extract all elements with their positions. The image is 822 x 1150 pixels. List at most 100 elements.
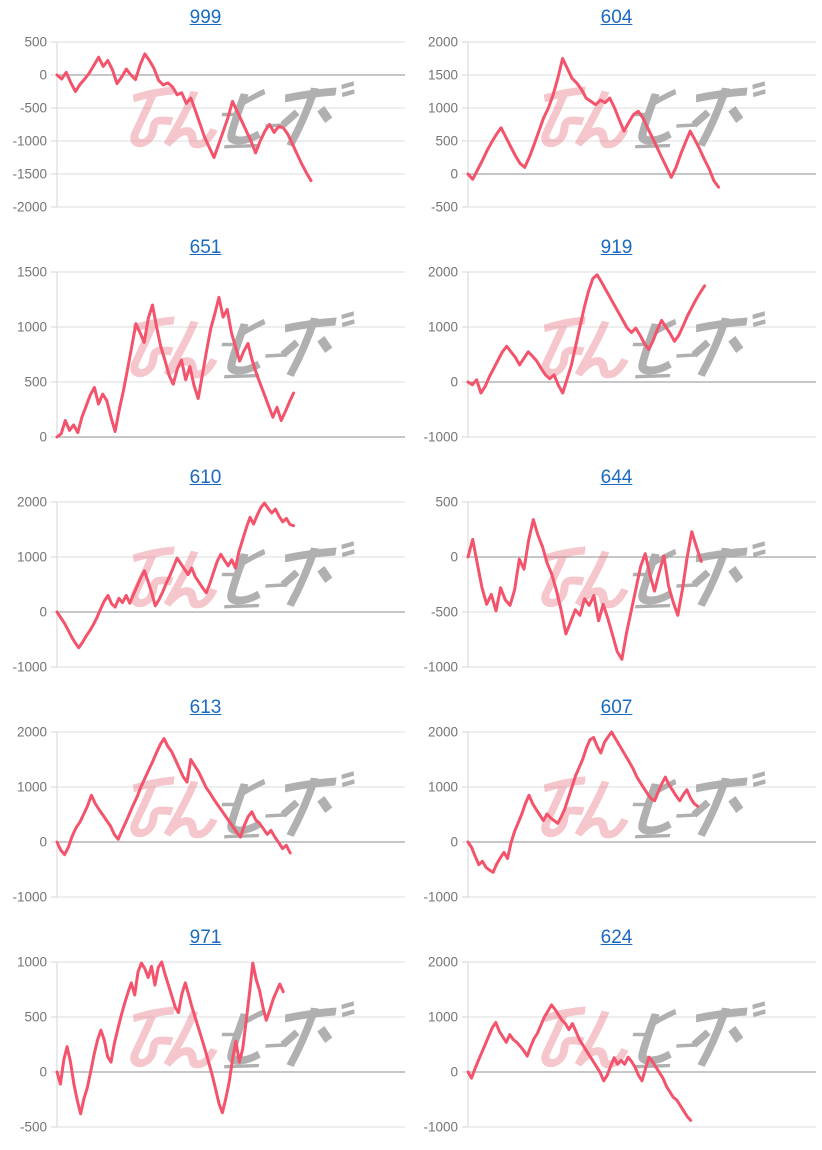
watermark-gray-text: [221, 771, 355, 839]
chart-plot-999: 500 0 -500 -1000 -1500 -2000: [12, 35, 405, 215]
data-line: [466, 273, 707, 395]
min-repo-logo-watermark: [541, 771, 766, 839]
y-tick-label: -1000: [423, 890, 458, 905]
chart-panel: 2000 1000 0 -1000 613: [0, 690, 411, 920]
y-tick-label: -1000: [12, 134, 47, 149]
y-tick-label: 0: [39, 1065, 47, 1080]
watermark-pink-text: [541, 776, 629, 839]
y-tick-label: 1000: [17, 550, 47, 565]
data-line: [55, 295, 296, 439]
y-tick-label: 2000: [428, 725, 458, 740]
min-repo-logo-watermark: [541, 81, 766, 149]
y-tick-label: 0: [450, 167, 458, 182]
min-repo-logo-watermark: [130, 541, 355, 609]
data-line: [466, 730, 700, 874]
chart-plot-607: 2000 1000 0 -1000: [423, 725, 816, 905]
y-tick-label: -1000: [423, 1120, 458, 1135]
y-tick-label: 1500: [428, 68, 458, 83]
chart-title-link-624[interactable]: 624: [600, 927, 633, 948]
data-line: [466, 518, 703, 661]
y-tick-label: 0: [450, 375, 458, 390]
y-axis-labels: 2000 1000 0 -1000: [12, 495, 47, 675]
chart-plot-613: 2000 1000 0 -1000: [12, 725, 405, 905]
gridlines: [462, 271, 816, 438]
chart-title-link-613[interactable]: 613: [189, 697, 222, 718]
gridlines: [51, 501, 405, 668]
data-line: [55, 52, 313, 183]
y-tick-label: -1000: [423, 660, 458, 675]
watermark-gray-text: [632, 81, 766, 149]
y-tick-label: 1000: [17, 955, 47, 970]
y-tick-label: 2000: [428, 265, 458, 280]
chart-plot-971: 1000 500 0 -500: [17, 955, 405, 1135]
chart-title-link-610[interactable]: 610: [189, 467, 222, 488]
gridlines: [51, 271, 405, 438]
chart-plot-919: 2000 1000 0 -1000: [423, 265, 816, 445]
y-axis-labels: 500 0 -500 -1000 -1500 -2000: [12, 35, 47, 215]
chart-title-link-607[interactable]: 607: [600, 697, 633, 718]
y-tick-label: -1000: [12, 660, 47, 675]
chart-panel: 2000 1000 0 -1000 607: [411, 690, 822, 920]
watermark-gray-text: [632, 541, 766, 609]
y-axis-labels: 500 0 -500 -1000: [423, 495, 458, 675]
y-tick-label: -500: [20, 101, 47, 116]
min-repo-logo-watermark: [130, 311, 355, 379]
y-tick-label: 0: [450, 550, 458, 565]
chart-title-link-999[interactable]: 999: [189, 7, 222, 28]
chart-plot-610: 2000 1000 0 -1000: [12, 495, 405, 675]
y-axis-labels: 2000 1000 0 -1000: [423, 955, 458, 1135]
y-tick-label: 1000: [17, 320, 47, 335]
chart-title-link-604[interactable]: 604: [600, 7, 633, 28]
y-tick-label: -1000: [12, 890, 47, 905]
y-tick-label: 500: [24, 1010, 47, 1025]
chart-panel: 500 0 -500 -1000 -1500 -2000 999: [0, 0, 411, 230]
chart-title: 644: [411, 467, 822, 490]
y-tick-label: -1500: [12, 167, 47, 182]
y-axis-labels: 2000 1000 0 -1000: [423, 725, 458, 905]
watermark-pink-text: [130, 1006, 218, 1069]
chart-title-link-644[interactable]: 644: [600, 467, 633, 488]
chart-panel: 1500 1000 500 0 651: [0, 230, 411, 460]
chart-title: 624: [411, 927, 822, 950]
chart-title: 613: [0, 697, 411, 720]
y-tick-label: 0: [39, 605, 47, 620]
watermark-pink-text: [130, 546, 218, 609]
y-tick-label: 1000: [428, 1010, 458, 1025]
chart-panel: 2000 1000 0 -1000 610: [0, 460, 411, 690]
data-line: [466, 1003, 693, 1122]
y-tick-label: 1500: [17, 265, 47, 280]
chart-panel: 2000 1000 0 -1000 919: [411, 230, 822, 460]
y-axis-labels: 2000 1000 0 -1000: [12, 725, 47, 905]
watermark-gray-text: [221, 311, 355, 379]
chart-title: 971: [0, 927, 411, 950]
y-axis-labels: 2000 1500 1000 500 0 -500: [428, 35, 458, 215]
chart-title-link-651[interactable]: 651: [189, 237, 222, 258]
y-tick-label: 0: [450, 1065, 458, 1080]
gridlines: [51, 731, 405, 898]
watermark-gray-text: [632, 1001, 766, 1069]
chart-title-link-971[interactable]: 971: [189, 927, 222, 948]
gridlines: [462, 41, 816, 208]
chart-title: 604: [411, 7, 822, 30]
watermark-gray-text: [221, 81, 355, 149]
chart-title-link-919[interactable]: 919: [600, 237, 633, 258]
y-axis-labels: 1500 1000 500 0: [17, 265, 47, 445]
chart-panel: 500 0 -500 -1000 644: [411, 460, 822, 690]
chart-title: 610: [0, 467, 411, 490]
y-axis-labels: 1000 500 0 -500: [17, 955, 47, 1135]
y-tick-label: -2000: [12, 200, 47, 215]
chart-title: 999: [0, 7, 411, 30]
y-tick-label: 0: [450, 835, 458, 850]
chart-plot-604: 2000 1500 1000 500 0 -500: [428, 35, 816, 215]
watermark-pink-text: [541, 316, 629, 379]
watermark-gray-text: [221, 541, 355, 609]
watermark-pink-text: [541, 1006, 629, 1069]
chart-plot-644: 500 0 -500 -1000: [423, 495, 816, 675]
y-tick-label: 1000: [17, 780, 47, 795]
y-tick-label: 500: [435, 134, 458, 149]
data-line: [55, 960, 285, 1116]
y-tick-label: 500: [24, 35, 47, 50]
min-repo-logo-watermark: [130, 1001, 355, 1069]
gridlines: [462, 961, 816, 1128]
